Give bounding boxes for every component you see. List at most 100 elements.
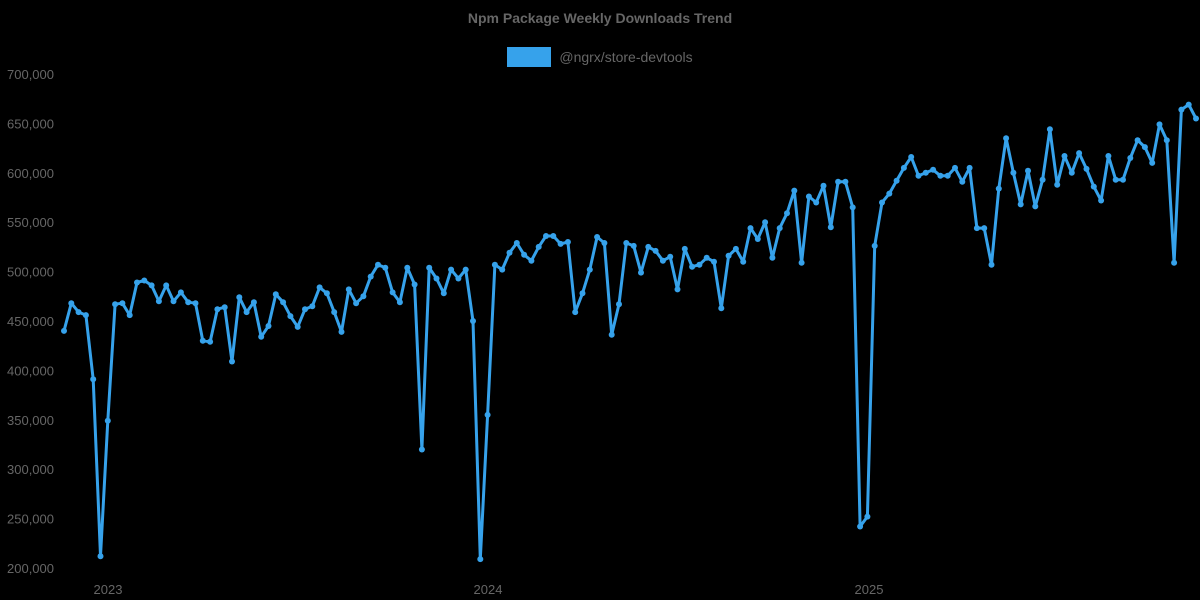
data-point[interactable] [112, 301, 119, 308]
data-point[interactable] [1039, 176, 1046, 183]
data-point[interactable] [550, 233, 557, 239]
data-point[interactable] [1076, 150, 1083, 157]
data-point[interactable] [616, 301, 622, 308]
data-point[interactable] [250, 299, 257, 306]
data-point[interactable] [798, 259, 805, 266]
data-point[interactable] [360, 293, 367, 300]
data-point[interactable] [652, 247, 659, 254]
data-point[interactable] [725, 252, 732, 259]
data-point[interactable] [185, 299, 192, 306]
data-point[interactable] [90, 376, 97, 383]
data-point[interactable] [477, 556, 484, 563]
data-point[interactable] [981, 225, 988, 232]
data-point[interactable] [849, 204, 856, 211]
data-point[interactable] [258, 333, 265, 340]
data-point[interactable] [893, 177, 900, 184]
data-point[interactable] [1178, 106, 1185, 113]
data-point[interactable] [586, 266, 593, 273]
data-point[interactable] [1054, 181, 1061, 188]
data-point[interactable] [418, 446, 425, 453]
data-point[interactable] [506, 249, 513, 256]
data-point[interactable] [871, 242, 878, 249]
data-point[interactable] [689, 263, 696, 270]
data-point[interactable] [163, 282, 170, 289]
data-point[interactable] [177, 289, 184, 296]
data-point[interactable] [564, 239, 571, 245]
data-point[interactable] [104, 417, 111, 424]
data-point[interactable] [134, 279, 140, 286]
data-point[interactable] [192, 300, 199, 307]
data-point[interactable] [645, 243, 652, 250]
data-point[interactable] [1127, 155, 1134, 161]
data-point[interactable] [404, 264, 411, 271]
data-point[interactable] [784, 210, 790, 217]
data-point[interactable] [1032, 203, 1039, 210]
data-point[interactable] [119, 300, 126, 307]
data-point[interactable] [1098, 197, 1105, 204]
legend[interactable]: @ngrx/store-devtools [0, 47, 1200, 67]
data-point[interactable] [433, 275, 440, 282]
data-point[interactable] [411, 281, 418, 288]
data-point[interactable] [711, 258, 717, 265]
data-point[interactable] [594, 234, 601, 240]
data-point[interactable] [535, 243, 542, 250]
data-point[interactable] [1112, 176, 1119, 183]
data-point[interactable] [389, 289, 396, 296]
data-point[interactable] [1046, 126, 1053, 133]
data-point[interactable] [126, 312, 133, 319]
data-point[interactable] [857, 523, 864, 530]
data-point[interactable] [229, 358, 235, 365]
data-point[interactable] [732, 245, 739, 252]
data-point[interactable] [776, 225, 783, 232]
data-point[interactable] [952, 164, 958, 171]
data-point[interactable] [382, 264, 389, 271]
data-point[interactable] [294, 323, 301, 330]
data-point[interactable] [455, 275, 462, 282]
data-point[interactable] [572, 309, 579, 316]
data-point[interactable] [820, 182, 827, 189]
data-point[interactable] [448, 266, 455, 273]
data-point[interactable] [1003, 135, 1010, 142]
data-point[interactable] [75, 309, 82, 316]
data-point[interactable] [886, 190, 893, 197]
data-point[interactable] [353, 300, 360, 307]
data-point[interactable] [608, 331, 615, 338]
data-point[interactable] [1061, 153, 1068, 159]
data-point[interactable] [944, 172, 951, 179]
data-point[interactable] [601, 240, 608, 246]
data-point[interactable] [1017, 201, 1024, 208]
data-point[interactable] [1141, 144, 1148, 151]
data-point[interactable] [995, 185, 1002, 192]
data-point[interactable] [61, 327, 67, 334]
data-point[interactable] [747, 225, 754, 232]
data-point[interactable] [681, 245, 688, 252]
data-point[interactable] [345, 286, 352, 293]
data-point[interactable] [1193, 115, 1199, 122]
data-point[interactable] [338, 328, 345, 335]
data-point[interactable] [1083, 165, 1090, 172]
data-point[interactable] [287, 313, 294, 320]
data-point[interactable] [265, 323, 272, 329]
data-point[interactable] [805, 193, 812, 200]
data-point[interactable] [703, 254, 710, 261]
data-point[interactable] [316, 284, 323, 291]
data-point[interactable] [674, 286, 681, 293]
data-point[interactable] [68, 300, 75, 307]
data-point[interactable] [1105, 153, 1112, 159]
data-point[interactable] [214, 306, 221, 313]
data-point[interactable] [491, 261, 498, 268]
data-point[interactable] [835, 178, 842, 185]
data-point[interactable] [557, 240, 564, 247]
data-point[interactable] [97, 553, 104, 560]
data-point[interactable] [769, 254, 776, 261]
data-point[interactable] [462, 266, 469, 273]
data-point[interactable] [966, 164, 973, 171]
data-point[interactable] [696, 261, 703, 268]
data-point[interactable] [630, 242, 637, 249]
data-point[interactable] [470, 318, 476, 324]
data-point[interactable] [1120, 176, 1126, 183]
data-point[interactable] [879, 199, 885, 206]
data-point[interactable] [141, 277, 148, 284]
data-point[interactable] [579, 290, 586, 297]
data-point[interactable] [1068, 169, 1075, 176]
